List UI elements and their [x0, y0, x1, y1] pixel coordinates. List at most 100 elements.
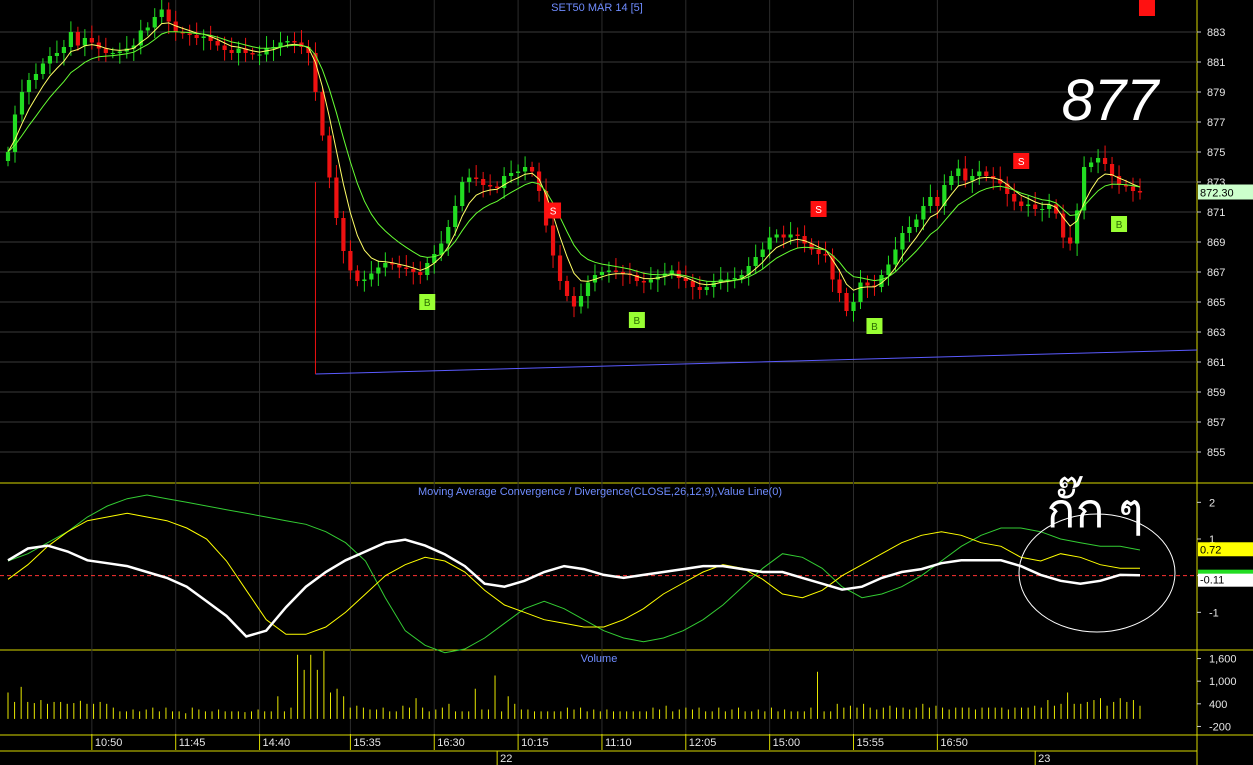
candle-body	[26, 80, 32, 92]
candle-body	[173, 21, 178, 32]
candle-body	[341, 218, 346, 251]
last-price-label: 872.30	[1200, 188, 1234, 200]
candle-body	[236, 48, 241, 53]
price-tick-label: 871	[1207, 207, 1225, 219]
axes: 8838818798778758738718698678658638618598…	[91, 27, 1253, 765]
candle-body	[68, 32, 73, 47]
candle-body	[648, 279, 653, 283]
candle-body	[138, 30, 143, 46]
candle-body	[180, 32, 185, 34]
volume-tick-label: 1,000	[1209, 676, 1237, 688]
candle-body	[1082, 167, 1087, 211]
candle-body	[187, 33, 192, 35]
candle-body	[306, 47, 311, 53]
price-tick-label: 859	[1207, 387, 1225, 399]
signal-label: S	[1144, 0, 1151, 3]
time-tick-label: 16:50	[940, 737, 968, 749]
candle-body	[117, 51, 122, 53]
candle-body	[746, 266, 751, 275]
signal-label: S	[815, 205, 822, 216]
signal-label: B	[634, 316, 641, 327]
macd-tick-label: -1	[1209, 607, 1219, 619]
candle-body	[753, 257, 758, 266]
candle-body	[159, 9, 164, 17]
candle-body	[739, 275, 744, 278]
annotation-circle	[1018, 513, 1176, 633]
price-tick-label: 861	[1207, 357, 1225, 369]
ema-slow-line	[7, 31, 1141, 283]
time-tick-label: 15:00	[773, 737, 801, 749]
candle-body	[1054, 204, 1059, 214]
candle-body	[767, 237, 772, 250]
volume-tick-label: -200	[1209, 721, 1231, 733]
candle-body	[1109, 164, 1115, 176]
candle-body	[711, 282, 716, 287]
candle-body	[774, 234, 779, 238]
candle-body	[1040, 209, 1045, 210]
candle-body	[474, 177, 479, 179]
candle-body	[257, 54, 262, 56]
time-tick-label: 14:40	[263, 737, 291, 749]
candle-body	[208, 36, 213, 41]
candle-body	[1005, 183, 1010, 194]
candle-body	[285, 41, 290, 43]
candle-body	[488, 185, 493, 187]
candle-body	[264, 48, 269, 55]
candle-body	[348, 251, 353, 271]
candle-body	[47, 56, 53, 64]
candle-body	[222, 45, 227, 50]
volume-tick-label: 400	[1209, 699, 1227, 711]
candle-body	[886, 264, 891, 275]
sell-signal	[545, 202, 562, 219]
candle-body	[278, 42, 283, 47]
macd-tick-label: 1	[1209, 534, 1215, 546]
candle-body	[564, 281, 570, 296]
buy-signal	[419, 294, 436, 310]
candle-body	[634, 275, 639, 281]
candle-body	[725, 279, 730, 281]
candle-body	[19, 92, 25, 115]
candle-body	[509, 173, 514, 176]
candle-body	[313, 53, 318, 92]
candle-body	[1102, 158, 1108, 164]
time-tick-label: 11:45	[179, 737, 206, 749]
candle-body	[1123, 185, 1129, 187]
candle-body	[809, 243, 814, 250]
candle-body	[690, 281, 695, 287]
candle-body	[984, 171, 989, 176]
candle-body	[33, 74, 39, 80]
candle-body	[928, 197, 933, 206]
candle-body	[1137, 191, 1143, 193]
candle-body	[858, 282, 863, 302]
candle-body	[61, 47, 66, 53]
candle-body	[397, 264, 402, 268]
candle-body	[110, 53, 115, 54]
macd-value-line	[7, 538, 1141, 638]
candle-body	[145, 27, 150, 31]
candle-body	[613, 270, 619, 272]
price-tick-label: 881	[1207, 57, 1225, 69]
candle-body	[935, 197, 940, 206]
candle-body	[914, 219, 919, 227]
candle-body	[844, 293, 849, 311]
volume-panel	[7, 651, 1141, 719]
time-tick-label: 11:10	[605, 737, 632, 749]
candle-body	[956, 168, 961, 176]
candle-body	[536, 171, 542, 191]
candle-body	[481, 179, 486, 185]
candle-body	[606, 270, 612, 272]
candle-body	[166, 9, 171, 22]
candle-body	[418, 272, 423, 275]
candle-body	[802, 236, 807, 244]
candle-body	[383, 263, 388, 268]
candle-body	[194, 35, 199, 38]
candle-body	[697, 287, 702, 290]
time-tick-label: 16:30	[437, 737, 465, 749]
annotation-text: กั๊ก ๆ	[1046, 476, 1143, 538]
candle-body	[131, 45, 136, 49]
macd-zero-marker	[1198, 569, 1253, 574]
price-panel: SBSBSBSBS	[5, 0, 1198, 375]
candle-body	[201, 36, 206, 38]
trendline	[315, 349, 1198, 375]
candle-body	[620, 272, 626, 274]
